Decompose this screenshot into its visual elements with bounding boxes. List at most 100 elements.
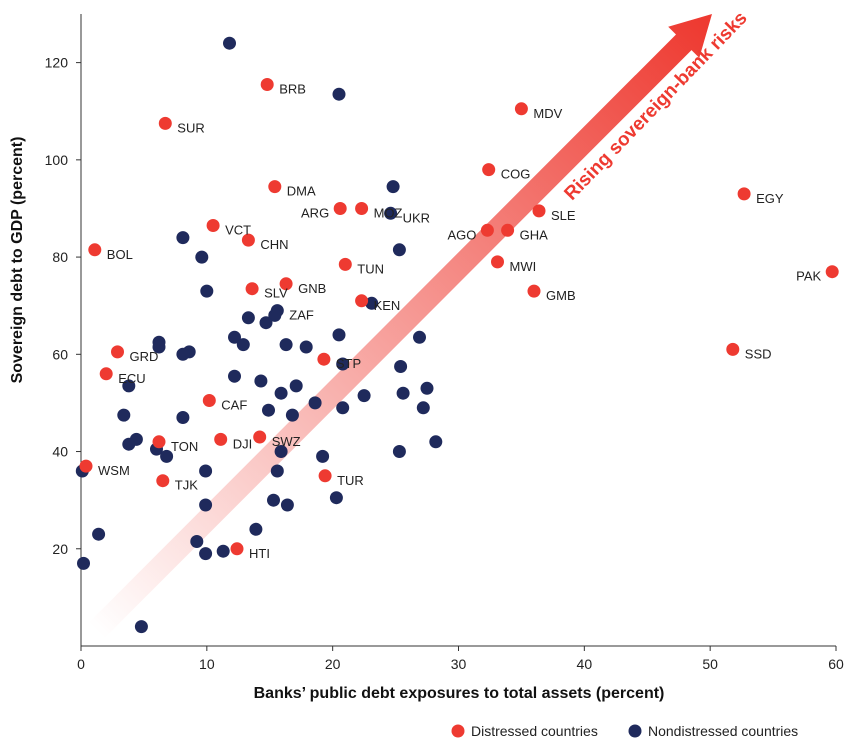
legend: Distressed countries Nondistressed count…: [451, 723, 798, 739]
point-label-swz: SWZ: [272, 434, 301, 449]
nondistressed-point: [190, 535, 204, 548]
y-tick-label: 100: [45, 152, 69, 168]
nondistressed-point: [329, 491, 343, 505]
nondistressed-point: [262, 403, 275, 417]
nondistressed-point: [270, 464, 284, 478]
nondistressed-point: [122, 437, 136, 451]
nondistressed-point: [365, 296, 379, 310]
point-label-caf: CAF: [221, 398, 247, 413]
x-tick-label: 0: [77, 656, 85, 672]
nondistressed-point: [308, 396, 322, 410]
nondistressed-point: [392, 243, 406, 257]
nondistressed-point: [289, 379, 303, 393]
nondistressed-point: [392, 445, 406, 458]
legend-marker-nondistressed: [628, 724, 642, 738]
x-tick-label: 40: [577, 656, 593, 672]
y-tick-label: 20: [52, 541, 68, 557]
nondistressed-point: [134, 620, 148, 634]
distressed-point-gnb: [279, 277, 293, 291]
nondistressed-point: [332, 87, 346, 101]
nondistressed-point: [280, 498, 294, 512]
nondistressed-point: [199, 498, 213, 512]
axes: 0 10 20 30 40 50 60 20 40 60 80 100 120: [45, 14, 844, 672]
y-axis-title: Sovereign debt to GDP (percent): [9, 137, 26, 384]
nondistressed-point: [386, 180, 400, 194]
nondistressed-point: [279, 338, 293, 352]
nondistressed-point: [236, 338, 250, 352]
nondistressed-point: [267, 493, 280, 507]
nondistressed-point-ukr: [384, 206, 398, 220]
trend-arrow-shape: [87, 14, 712, 640]
nondistressed-point: [429, 435, 443, 449]
nondistressed-point: [176, 411, 190, 424]
nondistressed-point: [228, 369, 241, 383]
nondistressed-point: [357, 389, 371, 403]
point-label-mwi: MWI: [510, 259, 537, 274]
nondistressed-point: [199, 464, 213, 478]
nondistressed-point: [336, 401, 350, 415]
point-label-sle: SLE: [551, 208, 576, 223]
nondistressed-point: [274, 386, 288, 400]
point-label-mdv: MDV: [533, 106, 562, 121]
distressed-point-bol: [88, 243, 102, 257]
nondistressed-point: [413, 330, 426, 344]
nondistressed-point: [316, 449, 330, 463]
nondistressed-point: [176, 347, 190, 361]
point-label-wsm: WSM: [98, 463, 130, 478]
nondistressed-point: [195, 250, 209, 264]
distressed-point-slv: [245, 282, 259, 296]
point-label-tun: TUN: [357, 261, 384, 276]
point-label-ago: AGO: [447, 227, 476, 242]
distressed-point-caf: [202, 394, 216, 407]
x-tick-label: 30: [451, 656, 467, 672]
nondistressed-point: [241, 311, 255, 325]
distressed-point-chn: [241, 233, 255, 247]
nondistressed-point: [249, 522, 263, 536]
nondistressed-point: [228, 330, 241, 344]
nondistressed-point: [299, 340, 313, 354]
nondistressed-point: [254, 374, 268, 388]
trend-arrow: [87, 14, 712, 640]
distressed-point-mwi: [491, 255, 504, 269]
nondistressed-point: [77, 556, 90, 570]
distressed-point-cog: [482, 163, 496, 177]
y-tick-label: 120: [45, 55, 69, 71]
distressed-point-swz: [253, 430, 267, 444]
nondistressed-point: [332, 328, 346, 342]
distressed-point-tun: [338, 257, 352, 271]
distressed-point-gha: [501, 223, 515, 237]
point-label-ken: KEN: [374, 298, 401, 313]
nondistressed-point: [416, 401, 430, 415]
distressed-point-wsm: [79, 459, 93, 473]
y-tick-label: 40: [52, 444, 68, 460]
distressed-point-tur: [318, 469, 332, 483]
nondistressed-point: [268, 308, 282, 322]
nondistressed-point: [199, 547, 213, 561]
distressed-point-stp: [317, 352, 331, 366]
distressed-point-ton: [152, 435, 166, 449]
distressed-point-vct: [206, 219, 220, 232]
nondistressed-point: [274, 445, 288, 458]
nondistressed-point: [336, 357, 350, 371]
point-label-pak: PAK: [796, 269, 821, 284]
point-label-tjk: TJK: [175, 478, 198, 493]
distressed-point-dji: [214, 432, 228, 446]
point-label-bol: BOL: [107, 247, 133, 262]
distressed-point-arg: [333, 202, 347, 215]
nondistressed-point: [259, 316, 273, 330]
point-label-hti: HTI: [249, 546, 270, 561]
y-tick-label: 80: [52, 249, 68, 265]
point-label-tur: TUR: [337, 473, 364, 488]
distressed-point-egy: [737, 187, 751, 201]
x-tick-label: 50: [702, 656, 718, 672]
nondistressed-point: [160, 449, 174, 463]
distressed-point-ago: [480, 223, 494, 237]
legend-marker-distressed: [451, 724, 465, 738]
distressed-point-sur: [158, 116, 172, 130]
distressed-point-pak: [825, 265, 839, 279]
point-label-ukr: UKR: [403, 210, 430, 225]
point-label-gnb: GNB: [298, 281, 326, 296]
legend-label-distressed: Distressed countries: [471, 723, 598, 739]
